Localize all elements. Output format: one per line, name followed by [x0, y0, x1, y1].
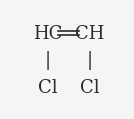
Text: CH: CH	[75, 25, 104, 43]
Text: |: |	[86, 51, 92, 70]
Text: |: |	[45, 51, 51, 70]
Text: HC: HC	[33, 25, 63, 43]
Text: Cl: Cl	[80, 79, 99, 97]
Text: Cl: Cl	[38, 79, 58, 97]
